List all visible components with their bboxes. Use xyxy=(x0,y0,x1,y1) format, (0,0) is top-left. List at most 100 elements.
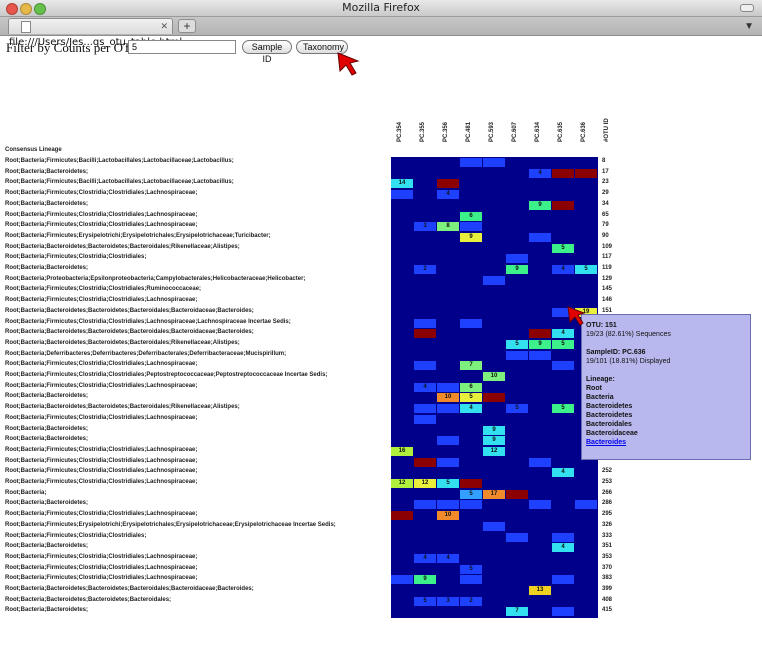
heatmap-cell[interactable]: 4 xyxy=(414,553,436,563)
heatmap-cell[interactable]: 5 xyxy=(552,339,574,349)
heatmap-cell[interactable]: 4 xyxy=(529,168,551,178)
heatmap-cell[interactable] xyxy=(506,254,528,264)
heatmap-cell[interactable] xyxy=(437,382,459,392)
heatmap-cell[interactable]: 19 xyxy=(575,307,597,317)
heatmap-cell[interactable] xyxy=(529,232,551,242)
heatmap-cell[interactable] xyxy=(552,200,574,210)
heatmap-cell[interactable]: 5 xyxy=(575,265,597,274)
sample-id-button[interactable]: Sample ID xyxy=(242,40,292,64)
heatmap-cell[interactable]: 12 xyxy=(391,479,413,488)
heatmap-cell[interactable]: 5 xyxy=(460,393,482,403)
close-window-button[interactable] xyxy=(6,3,18,15)
heatmap-cell[interactable]: 9 xyxy=(506,265,528,274)
heatmap-cell[interactable]: 5 xyxy=(552,404,574,414)
heatmap-cell[interactable] xyxy=(552,361,574,371)
heatmap-cell[interactable] xyxy=(552,575,574,585)
heatmap-cell[interactable]: 5 xyxy=(460,489,482,499)
new-tab-button[interactable]: + xyxy=(178,19,196,33)
heatmap-cell[interactable] xyxy=(460,222,482,232)
heatmap-cell[interactable] xyxy=(437,457,459,467)
heatmap-cell[interactable]: 9 xyxy=(414,575,436,585)
heatmap-cell[interactable] xyxy=(483,521,505,531)
heatmap-cell[interactable] xyxy=(506,489,528,499)
heatmap-cell[interactable] xyxy=(391,190,413,200)
heatmap-cell[interactable]: 10 xyxy=(437,511,459,521)
heatmap-cell[interactable]: 2 xyxy=(460,596,482,606)
heatmap-cell[interactable]: 3 xyxy=(414,222,436,232)
heatmap-cell[interactable] xyxy=(414,414,436,424)
heatmap-cell[interactable]: 9 xyxy=(483,425,505,435)
heatmap-cell[interactable]: 4 xyxy=(437,190,459,200)
heatmap-cell[interactable] xyxy=(414,361,436,371)
heatmap-cell[interactable] xyxy=(460,318,482,328)
heatmap-cell[interactable] xyxy=(552,168,574,178)
heatmap-cell[interactable]: 12 xyxy=(414,479,436,488)
heatmap-cell[interactable]: 3 xyxy=(437,596,459,606)
heatmap-cell[interactable]: 10 xyxy=(437,393,459,403)
toolbar-toggle-icon[interactable] xyxy=(740,4,754,12)
heatmap-cell[interactable] xyxy=(483,275,505,285)
heatmap-cell[interactable]: 9 xyxy=(529,200,551,210)
heatmap-cell[interactable]: 5 xyxy=(552,243,574,253)
heatmap-cell[interactable]: 5 xyxy=(460,564,482,574)
heatmap-cell[interactable] xyxy=(552,307,574,317)
heatmap-cell[interactable]: 7 xyxy=(460,361,482,371)
heatmap-cell[interactable]: 5 xyxy=(506,404,528,414)
heatmap-cell[interactable] xyxy=(529,457,551,467)
taxonomy-button[interactable]: Taxonomy xyxy=(296,40,348,54)
heatmap-cell[interactable] xyxy=(575,168,597,178)
zoom-window-button[interactable] xyxy=(34,3,46,15)
heatmap-cell[interactable]: 17 xyxy=(483,489,505,499)
heatmap-cell[interactable]: 6 xyxy=(460,382,482,392)
heatmap-cell[interactable] xyxy=(506,350,528,360)
heatmap-cell[interactable]: 5 xyxy=(414,596,436,606)
tab-list-icon[interactable]: ▼ xyxy=(744,21,754,32)
heatmap-cell[interactable]: 4 xyxy=(552,468,574,478)
heatmap-cell[interactable]: 4 xyxy=(552,329,574,339)
heatmap-cell[interactable]: 4 xyxy=(460,404,482,414)
heatmap-cell[interactable] xyxy=(437,500,459,510)
heatmap-cell[interactable] xyxy=(552,532,574,542)
heatmap-cell[interactable] xyxy=(575,500,597,510)
tab-otu-table[interactable]: file:///Users/Jes...qs_otu_table.html ✕ xyxy=(8,18,182,48)
heatmap-cell[interactable] xyxy=(460,158,482,167)
heatmap-cell[interactable]: 5 xyxy=(506,339,528,349)
heatmap-cell[interactable] xyxy=(414,329,436,339)
heatmap-cell[interactable] xyxy=(529,329,551,339)
heatmap-cell[interactable] xyxy=(460,479,482,488)
heatmap-cell[interactable] xyxy=(460,575,482,585)
heatmap-cell[interactable]: 4 xyxy=(552,543,574,553)
heatmap-cell[interactable]: 13 xyxy=(529,586,551,595)
heatmap-cell[interactable] xyxy=(552,607,574,617)
heatmap-cell[interactable]: 9 xyxy=(483,436,505,446)
heatmap-cell[interactable]: 4 xyxy=(437,553,459,563)
heatmap-cell[interactable] xyxy=(460,500,482,510)
heatmap-cell[interactable] xyxy=(529,350,551,360)
heatmap-cell[interactable] xyxy=(529,500,551,510)
heatmap-cell[interactable] xyxy=(483,158,505,167)
heatmap-cell[interactable] xyxy=(414,457,436,467)
heatmap-cell[interactable] xyxy=(437,436,459,446)
heatmap-cell[interactable] xyxy=(391,575,413,585)
heatmap-cell[interactable] xyxy=(437,179,459,189)
heatmap-cell[interactable] xyxy=(506,532,528,542)
heatmap-cell[interactable]: 5 xyxy=(437,479,459,488)
heatmap-cell[interactable] xyxy=(391,511,413,521)
heatmap-cell[interactable] xyxy=(414,500,436,510)
heatmap-cell[interactable] xyxy=(414,318,436,328)
heatmap-cell[interactable]: 14 xyxy=(391,179,413,189)
heatmap-cell[interactable]: 2 xyxy=(414,265,436,274)
heatmap-cell[interactable]: 9 xyxy=(529,339,551,349)
heatmap-cell[interactable] xyxy=(483,393,505,403)
heatmap-cell[interactable]: 4 xyxy=(552,265,574,274)
heatmap-cell[interactable]: 8 xyxy=(437,222,459,232)
heatmap-cell[interactable]: 6 xyxy=(460,211,482,221)
tab-close-icon[interactable]: ✕ xyxy=(160,22,168,32)
heatmap-cell[interactable]: 16 xyxy=(391,446,413,456)
count-filter-input[interactable] xyxy=(128,40,236,54)
heatmap-cell[interactable]: 9 xyxy=(460,232,482,242)
heatmap-cell[interactable]: 4 xyxy=(414,382,436,392)
tooltip-genus-link[interactable]: Bacteroides xyxy=(586,439,627,446)
heatmap-cell[interactable] xyxy=(414,404,436,414)
heatmap-cell[interactable]: 10 xyxy=(483,372,505,381)
